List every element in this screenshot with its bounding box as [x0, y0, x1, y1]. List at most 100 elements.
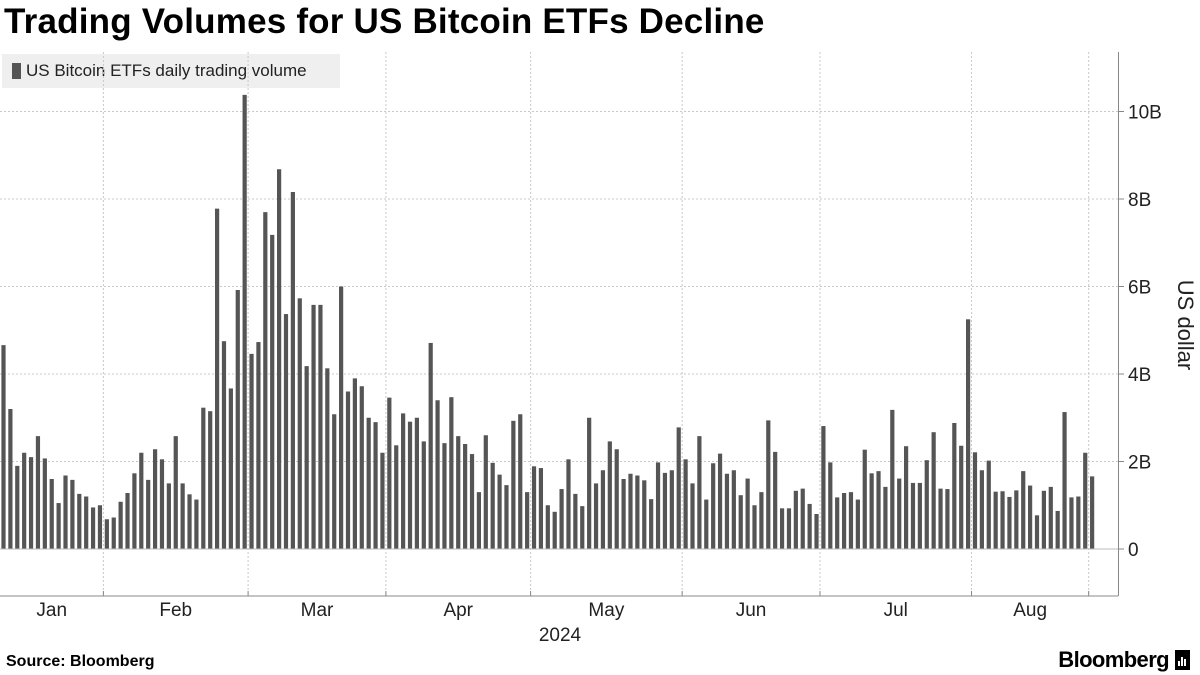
bar: [945, 489, 950, 549]
bar: [607, 441, 612, 550]
bar: [504, 485, 509, 550]
bar: [256, 342, 261, 549]
y-tick-label: 10B: [1128, 103, 1162, 124]
bar: [187, 494, 192, 549]
bar: [270, 234, 275, 550]
bar: [773, 451, 778, 550]
bar: [883, 486, 888, 550]
bar: [469, 454, 475, 549]
bar: [63, 475, 68, 549]
bar: [352, 378, 357, 550]
legend-swatch: [12, 63, 21, 79]
bar: [662, 472, 668, 550]
bar: [311, 304, 316, 550]
bar: [1069, 497, 1074, 550]
bar: [345, 391, 351, 549]
bar: [938, 488, 943, 550]
bar: [283, 314, 289, 549]
bar: [152, 449, 158, 549]
bar: [332, 414, 337, 549]
bar: [552, 511, 557, 549]
bar: [683, 459, 688, 549]
bar: [1048, 486, 1053, 550]
bar: [77, 493, 82, 550]
bar: [979, 470, 984, 549]
chart-title: Trading Volumes for US Bitcoin ETFs Decl…: [4, 2, 765, 41]
bar: [104, 519, 109, 549]
bar: [476, 492, 482, 550]
bar: [435, 400, 440, 549]
bar: [56, 503, 61, 549]
bar: [463, 444, 468, 549]
bar: [587, 417, 592, 549]
bar: [525, 492, 530, 550]
bar: [125, 493, 130, 549]
bar: [84, 496, 89, 549]
bar: [862, 449, 867, 549]
bar: [28, 457, 34, 550]
x-tick-label: May: [588, 600, 624, 621]
bar: [531, 466, 537, 549]
bar: [903, 446, 909, 549]
bar: [304, 366, 309, 550]
bar: [359, 386, 364, 549]
bar: [194, 499, 199, 549]
bar: [807, 503, 812, 549]
bar: [1007, 496, 1012, 549]
legend: US Bitcoin ETFs daily trading volume: [2, 54, 340, 88]
y-tick-label: 6B: [1128, 278, 1151, 299]
bar: [180, 483, 185, 550]
bar: [97, 505, 103, 549]
bar: [146, 479, 151, 550]
bar: [1055, 510, 1060, 549]
bar: [786, 508, 792, 549]
bar: [277, 169, 282, 549]
bar: [876, 471, 881, 550]
x-tick-label: Jan: [36, 600, 67, 621]
bar: [297, 298, 302, 549]
bar: [201, 407, 206, 549]
bar: [70, 479, 75, 550]
bar: [1034, 515, 1040, 549]
bar: [421, 441, 426, 550]
bar: [538, 468, 544, 549]
bar: [759, 492, 764, 550]
bar: [490, 462, 495, 549]
y-tick-label: 0: [1128, 540, 1139, 561]
bar: [1014, 490, 1019, 550]
bar: [221, 341, 227, 549]
y-tick-label: 2B: [1128, 453, 1151, 474]
bar: [380, 452, 385, 549]
bar: [635, 475, 640, 549]
bar: [518, 414, 523, 549]
bar: [711, 463, 716, 549]
bar: [449, 397, 454, 549]
bar: [848, 492, 854, 550]
bar: [731, 470, 736, 549]
bar: [752, 505, 757, 549]
x-tick-label: Jun: [736, 600, 767, 621]
x-tick-label: Jul: [884, 600, 908, 621]
bar: [414, 417, 419, 549]
bar: [704, 499, 709, 549]
bar: [1076, 496, 1081, 549]
bar: [559, 489, 564, 549]
bar: [573, 493, 578, 550]
bloomberg-logo: Bloomberg: [1058, 647, 1190, 673]
bar: [290, 192, 295, 549]
bar: [690, 483, 695, 550]
bar: [8, 409, 13, 549]
y-axis-title: US dollar: [1173, 280, 1198, 370]
bloomberg-chart-icon: [1175, 650, 1190, 670]
bar: [42, 458, 47, 549]
bar: [621, 479, 626, 549]
bar: [841, 493, 847, 549]
bar: [173, 436, 178, 550]
bar: [1090, 476, 1095, 550]
bar: [483, 435, 488, 549]
x-tick-label: Aug: [1013, 600, 1047, 621]
bar: [869, 473, 874, 549]
bar: [600, 470, 606, 549]
x-tick-label: Mar: [301, 600, 334, 621]
bar: [697, 436, 702, 550]
